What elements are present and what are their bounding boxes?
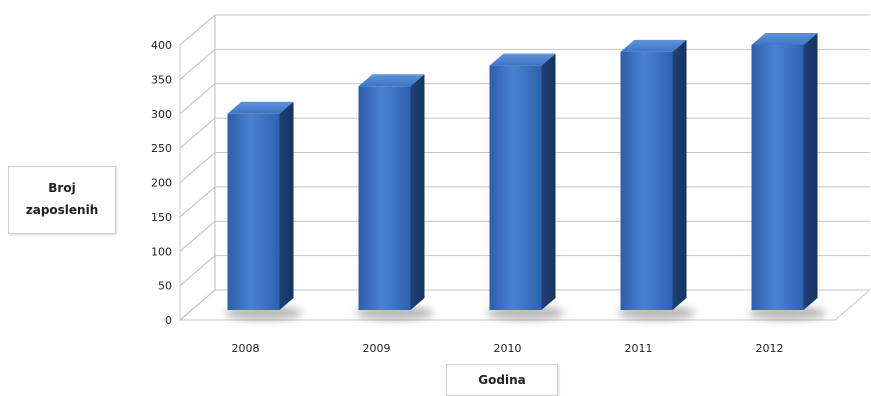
bar-front <box>227 113 280 310</box>
y-tick-label: 300 <box>151 108 172 121</box>
bar-2011 <box>620 39 687 310</box>
x-tick-label: 2010 <box>494 342 522 355</box>
bar-top <box>620 39 687 52</box>
bar-front <box>751 45 804 310</box>
bar-front <box>620 51 673 310</box>
bar-top <box>358 74 425 87</box>
tick-labels: 0 50 100 150 200 250 300 350 400 2008 2009 2010 2011… <box>151 39 784 355</box>
x-axis-title-text: Godina <box>478 373 526 387</box>
gridline-wall <box>179 289 216 321</box>
gridline-wall <box>179 186 216 218</box>
bar-side <box>279 101 294 310</box>
gridline-wall <box>179 255 216 287</box>
x-tick-label: 2008 <box>232 342 260 355</box>
bars <box>227 33 818 310</box>
bar-2008 <box>227 101 294 310</box>
y-axis-title-line-1: Broj <box>48 181 76 195</box>
y-tick-label: 50 <box>158 280 172 293</box>
gridline-wall <box>179 14 216 46</box>
bar-top <box>227 101 294 114</box>
bar-front <box>358 86 411 310</box>
x-axis-title: Godina <box>446 364 558 396</box>
bar-2010 <box>489 53 556 310</box>
gridline-wall <box>179 48 216 80</box>
y-tick-label: 100 <box>151 245 172 258</box>
x-tick-label: 2011 <box>625 342 653 355</box>
bar-side <box>541 53 556 310</box>
gridline-wall <box>179 117 216 149</box>
y-tick-label: 200 <box>151 177 172 190</box>
y-tick-label: 150 <box>151 211 172 224</box>
bar-2012 <box>751 33 818 310</box>
bar-top <box>751 33 818 45</box>
gridline-wall <box>179 83 216 115</box>
bar-top <box>489 53 556 66</box>
y-tick-label: 0 <box>165 314 172 327</box>
y-tick-label: 400 <box>151 39 172 52</box>
bar-side <box>803 33 818 310</box>
y-axis-title: Broj zaposlenih <box>8 166 116 234</box>
y-tick-label: 250 <box>151 142 172 155</box>
gridline-wall <box>179 220 216 252</box>
y-axis-title-line-2: zaposlenih <box>25 203 99 217</box>
x-tick-label: 2012 <box>756 342 784 355</box>
x-tick-label: 2009 <box>363 342 391 355</box>
bar-2009 <box>358 74 425 310</box>
bar-front <box>489 65 542 310</box>
gridline-wall <box>179 152 216 183</box>
y-tick-label: 350 <box>151 73 172 86</box>
bar-side <box>672 39 687 310</box>
bar-side <box>410 74 425 310</box>
